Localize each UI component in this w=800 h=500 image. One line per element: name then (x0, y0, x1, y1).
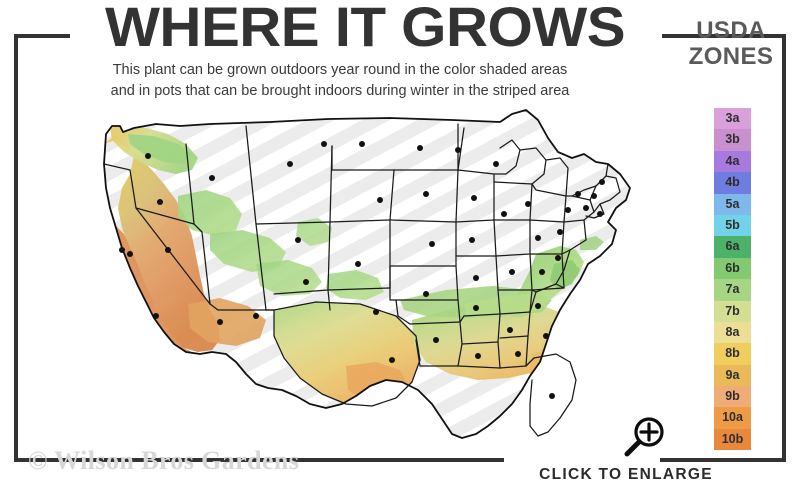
zone-swatch-10a: 10a (714, 407, 751, 429)
zone-swatch-8b: 8b (714, 343, 751, 365)
zone-swatch-8a: 8a (714, 321, 751, 344)
zone-swatch-9b: 9b (714, 386, 751, 408)
region-colorado-green-patch (326, 270, 384, 300)
click-to-enlarge-label[interactable]: CLICK TO ENLARGE (539, 466, 713, 483)
zone-swatch-9a: 9a (714, 364, 751, 387)
region-interior-green-patch-2 (210, 230, 286, 272)
region-puget-sound-green (128, 134, 192, 164)
frame-top-right-border (662, 34, 786, 38)
frame-left-border (14, 34, 18, 462)
national-outline (103, 109, 631, 439)
state-capital-dots (119, 141, 605, 399)
legend-title: USDA ZONES (672, 18, 790, 70)
zone-swatch-3b: 3b (714, 129, 751, 151)
subtitle-line-2: and in pots that can be brought indoors … (110, 83, 570, 99)
legend-title-line-1: USDA (696, 17, 766, 44)
zone-swatch-3a: 3a (714, 108, 751, 130)
region-interior-green-patch-3 (256, 260, 322, 296)
legend-title-line-2: ZONES (688, 43, 774, 70)
zone-swatch-7b: 7b (714, 300, 751, 322)
watermark: © Wilson Bros Gardens (28, 446, 300, 475)
zone-swatch-5b: 5b (714, 214, 751, 237)
state-boundaries (103, 123, 621, 437)
zone-swatch-5a: 5a (714, 193, 751, 215)
zone-swatch-10b: 10b (714, 428, 751, 451)
page-subtitle: This plant can be grown outdoors year ro… (40, 60, 640, 102)
subtitle-line-1: This plant can be grown outdoors year ro… (112, 62, 568, 78)
frame-top-left-border (14, 34, 70, 38)
zone-swatch-6a: 6a (714, 236, 751, 258)
frame-right-border (782, 34, 786, 462)
zone-swatch-7a: 7a (714, 279, 751, 301)
magnifier-plus-icon[interactable] (616, 416, 674, 458)
zone-swatch-4a: 4a (714, 150, 751, 173)
usda-hardiness-map[interactable] (60, 104, 680, 464)
frame-bottom-right-border (660, 458, 786, 462)
region-interior-green-patch-4 (296, 218, 332, 246)
zone-legend-list: 3a 3b 4a 4b 5a 5b 6a 6b 7a 7b 8a 8b 9a 9b 10a 10b (714, 108, 751, 451)
frame-bottom-left-border (14, 458, 504, 462)
zone-swatch-4b: 4b (714, 172, 751, 194)
zone-swatch-6b: 6b (714, 257, 751, 280)
page-title: WHERE IT GROWS (104, 0, 626, 58)
